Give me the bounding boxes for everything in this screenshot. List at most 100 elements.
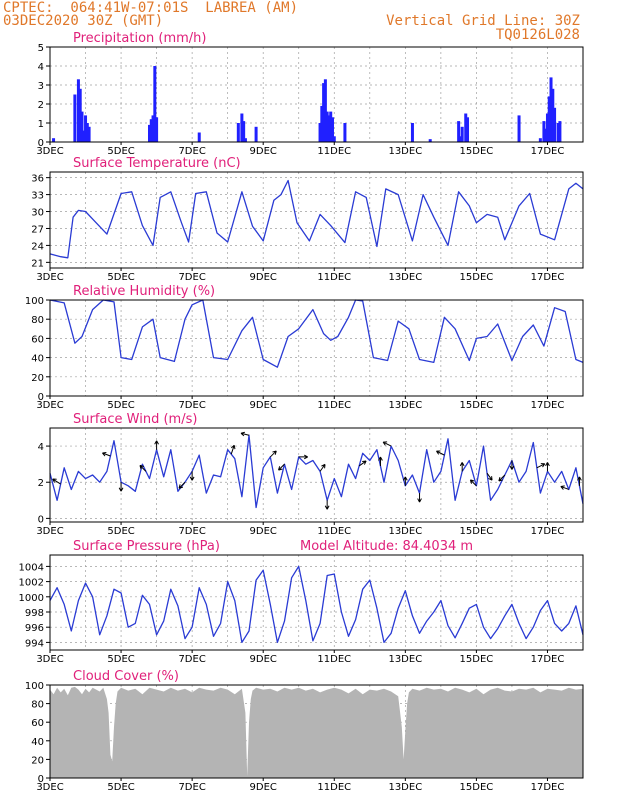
temp-line	[49, 179, 584, 259]
y-tick-label: 36	[31, 174, 44, 185]
panel-rh	[46, 299, 584, 399]
precip-bar	[243, 138, 247, 142]
wind-vector	[486, 472, 493, 481]
y-tick-label: 1	[38, 119, 44, 130]
wind-vector	[382, 441, 392, 447]
y-tick-label: 994	[25, 638, 44, 649]
precip-bar	[155, 117, 159, 142]
x-tick-label: 13DEC	[388, 272, 422, 283]
precip-bar	[343, 123, 347, 142]
precip-bar	[330, 117, 334, 142]
wind-vector	[536, 463, 546, 469]
wind-vector	[189, 471, 195, 481]
panel-title: Precipitation (mm/h)	[73, 31, 206, 46]
precip-bar	[558, 121, 562, 142]
precip-bar	[153, 66, 157, 142]
precip-bar	[410, 123, 414, 142]
precip-bar	[149, 119, 153, 142]
y-tick-label: 0	[38, 392, 44, 403]
wind-vector	[52, 478, 61, 485]
y-tick-label: 996	[25, 623, 44, 634]
precip-bar	[556, 123, 560, 142]
pres-line	[49, 565, 584, 644]
panel-frame	[49, 171, 584, 269]
x-tick-label: 11DEC	[317, 526, 351, 537]
precip-bar	[76, 79, 80, 142]
x-tick-label: 13DEC	[388, 654, 422, 665]
x-tick-label: 13DEC	[388, 146, 422, 157]
x-tick-label: 7DEC	[178, 400, 205, 411]
wind-vector	[560, 485, 569, 490]
x-tick-label: 17DEC	[531, 272, 565, 283]
x-tick-label: 9DEC	[250, 400, 277, 411]
rh-line	[49, 299, 584, 368]
x-tick-label: 15DEC	[460, 782, 494, 793]
x-tick-label: 7DEC	[178, 272, 205, 283]
precip-bar	[542, 121, 546, 142]
precip-bar	[254, 126, 258, 142]
y-tick-label: 998	[25, 608, 44, 619]
y-tick-label: 80	[31, 700, 44, 711]
x-tick-label: 9DEC	[250, 654, 277, 665]
wind-vector	[319, 463, 326, 472]
y-tick-label: 100	[25, 296, 44, 307]
x-tick-label: 5DEC	[107, 272, 134, 283]
panel-title: Cloud Cover (%)	[73, 669, 179, 684]
x-tick-label: 13DEC	[388, 400, 422, 411]
y-tick-label: 0	[38, 774, 44, 785]
precip-bar	[147, 124, 151, 142]
panel-title: Surface Temperature (nC)	[73, 156, 241, 171]
x-tick-label: 11DEC	[317, 272, 351, 283]
precip-bar	[329, 111, 333, 142]
x-tick-label: 5DEC	[107, 782, 134, 793]
wind-vector	[358, 460, 367, 467]
panel-title: Surface Wind (m/s)	[73, 412, 197, 427]
panel-frame	[49, 684, 584, 779]
y-tick-label: 33	[31, 191, 44, 202]
precip-bar	[551, 88, 555, 142]
precip-bar	[466, 117, 470, 142]
wind-vector	[459, 462, 465, 472]
y-tick-label: 1002	[19, 578, 44, 589]
wind-line	[49, 434, 584, 509]
y-tick-label: 30	[31, 208, 44, 219]
panel-temp	[46, 171, 584, 271]
y-tick-label: 1000	[19, 593, 44, 604]
panel-frame	[49, 554, 584, 651]
wind-vector	[577, 476, 582, 486]
wind-vector	[154, 440, 159, 450]
precip-bar	[458, 136, 462, 142]
y-tick-label: 4	[38, 442, 44, 453]
precip-bar	[538, 138, 542, 142]
precip-bar	[151, 115, 155, 142]
precip-bar	[553, 107, 557, 142]
precip-bar	[73, 94, 77, 142]
wind-vector	[498, 474, 506, 482]
y-tick-label: 2	[38, 100, 44, 111]
panel-frame	[49, 427, 584, 523]
precip-bar	[240, 113, 244, 142]
wind-vector	[417, 493, 422, 503]
precip-bar	[549, 77, 553, 142]
wind-vector	[469, 479, 477, 487]
panel-frame	[49, 299, 584, 397]
precip-bar	[325, 111, 329, 142]
precip-bar	[322, 83, 326, 142]
wind-vector	[102, 451, 111, 457]
precip-bar	[323, 79, 327, 142]
precip-bar	[82, 130, 86, 142]
x-tick-label: 13DEC	[388, 526, 422, 537]
precip-bar	[460, 126, 464, 142]
x-tick-label: 11DEC	[317, 400, 351, 411]
y-tick-label: 40	[31, 354, 44, 365]
x-tick-label: 15DEC	[460, 272, 494, 283]
precip-bar	[236, 123, 240, 142]
precip-bar	[547, 96, 551, 142]
y-tick-label: 80	[31, 315, 44, 326]
y-tick-label: 1004	[19, 562, 44, 573]
x-tick-label: 3DEC	[36, 654, 63, 665]
panel-title: Surface Pressure (hPa)	[73, 539, 220, 554]
station-header: CPTEC: 064:41W-07:01S LABREA (AM)	[3, 0, 299, 16]
cloud-area	[50, 686, 583, 778]
